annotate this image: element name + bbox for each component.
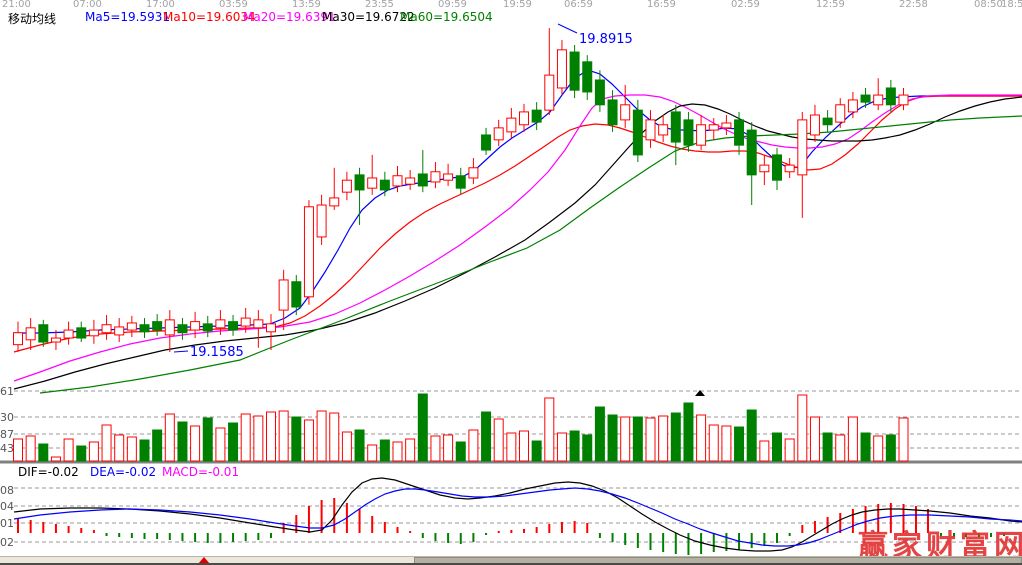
macd-label-row: DIF=-0.02 DEA=-0.02 MACD=-0.01 — [0, 465, 1022, 479]
svg-text:43: 43 — [0, 442, 14, 455]
price-annotations: 19.8915 19.1585 — [173, 23, 633, 360]
time-label: 09:59 — [438, 0, 467, 10]
dif-value-label: DIF=-0.02 — [18, 465, 79, 479]
macd-histogram — [17, 498, 1005, 555]
time-label: 06:59 — [564, 0, 593, 10]
svg-text:04: 04 — [0, 500, 14, 513]
dea-value-label: DEA=-0.02 — [90, 465, 157, 479]
ma-label-3: Ma20=19.6391 — [243, 10, 336, 24]
page-title: 移动均线 — [8, 12, 57, 26]
ma-label-1: Ma5=19.5931 — [85, 10, 171, 24]
time-label: 23:55 — [365, 0, 394, 10]
svg-text:30: 30 — [0, 411, 14, 424]
dif-line — [13, 477, 1022, 552]
ma-label-4: Ma30=19.6722 — [322, 10, 415, 24]
scrollbar-position-marker-icon — [198, 557, 210, 564]
ma-label-5: Ma60=19.6504 — [400, 10, 493, 24]
time-label: 07:00 — [73, 0, 102, 10]
ma-line-ma60 — [39, 115, 1022, 394]
time-label: 18:50 — [1001, 0, 1022, 10]
triangle-marker-icon — [695, 390, 705, 396]
ma-line-ma10 — [13, 95, 1022, 353]
time-label: 21:00 — [2, 0, 31, 10]
svg-text:01: 01 — [0, 517, 14, 530]
dea-line — [13, 487, 1022, 547]
time-label: 13:59 — [292, 0, 321, 10]
ma-lines — [13, 69, 1022, 394]
svg-text:08: 08 — [0, 484, 14, 497]
candlesticks — [13, 28, 909, 352]
time-label: 12:59 — [816, 0, 845, 10]
time-label: 22:58 — [899, 0, 928, 10]
svg-text:87: 87 — [0, 428, 14, 441]
volume-bars — [13, 393, 909, 462]
ma-line-ma20 — [13, 94, 1022, 382]
bottom-border — [0, 563, 1022, 565]
macd-value-label: MACD=-0.01 — [162, 465, 240, 479]
ma-label-2: Ma10=19.6034 — [163, 10, 256, 24]
ma-line-ma5 — [14, 69, 1022, 334]
svg-text:02: 02 — [0, 536, 14, 549]
ma-line-ma30 — [13, 96, 1022, 390]
time-label: 02:59 — [731, 0, 760, 10]
time-axis: 21:00 07:00 17:00 03:59 13:59 23:55 09:59 19:59… — [0, 0, 1022, 10]
svg-text:61: 61 — [0, 385, 14, 398]
time-label: 03:59 — [219, 0, 248, 10]
indicator-header: 移动均线 Ma5=19.5931 Ma10=19.6034 Ma20=19.6391… — [0, 10, 1022, 26]
macd-gridlines: 08 04 01 02 — [0, 484, 1022, 549]
time-label: 16:59 — [647, 0, 676, 10]
time-label: 08:50 — [974, 0, 1003, 10]
time-label: 17:00 — [146, 0, 175, 10]
annotation-high-price: 19.8915 — [579, 32, 633, 47]
annotation-low-price: 19.1585 — [190, 345, 244, 360]
time-label: 19:59 — [503, 0, 532, 10]
